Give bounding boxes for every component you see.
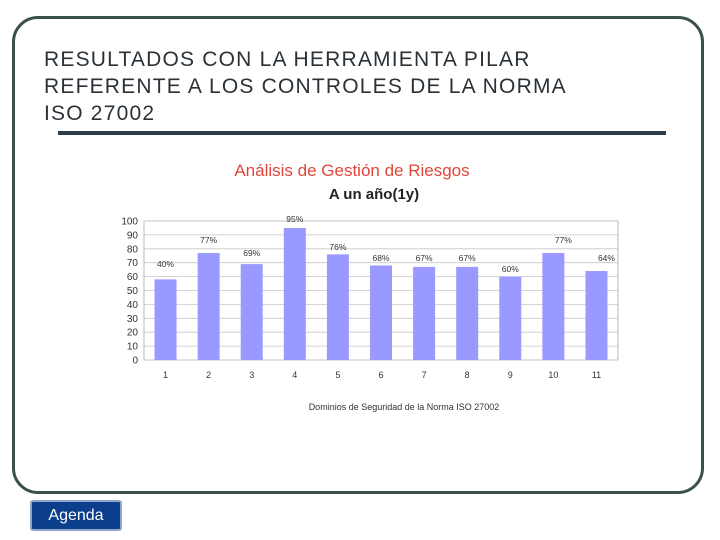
data-label: 95% bbox=[286, 214, 303, 224]
y-tick-label: 20 bbox=[127, 328, 139, 339]
data-label: 67% bbox=[459, 253, 476, 263]
agenda-button[interactable]: Agenda bbox=[30, 500, 122, 531]
data-label: 67% bbox=[416, 253, 433, 263]
chart-title: Análisis de Gestión de Riesgos bbox=[234, 161, 469, 180]
bar bbox=[283, 227, 306, 360]
data-labels: 40% 77% 69% 95% 76% 68% 67% 67% 60% 77% 64% bbox=[157, 214, 615, 274]
x-tick-label: 10 bbox=[548, 370, 558, 380]
bar bbox=[499, 276, 522, 360]
x-axis-ticks: 1 2 3 4 5 6 7 8 9 10 11 bbox=[163, 370, 601, 380]
data-label: 76% bbox=[329, 242, 346, 252]
data-label: 77% bbox=[200, 235, 217, 245]
x-tick-label: 1 bbox=[163, 370, 168, 380]
y-tick-label: 90 bbox=[127, 230, 139, 241]
bar bbox=[413, 266, 436, 360]
data-label: 64% bbox=[598, 253, 615, 263]
x-tick-label: 3 bbox=[249, 370, 254, 380]
x-axis-label: Dominios de Seguridad de la Norma ISO 27… bbox=[309, 402, 500, 412]
bar bbox=[585, 271, 608, 360]
x-tick-label: 2 bbox=[206, 370, 211, 380]
x-tick-label: 5 bbox=[335, 370, 340, 380]
bar bbox=[542, 252, 565, 360]
slide-title: RESULTADOS CON LA HERRAMIENTA PILAR REFE… bbox=[44, 46, 684, 127]
x-tick-label: 4 bbox=[292, 370, 297, 380]
x-tick-label: 6 bbox=[378, 370, 383, 380]
bar bbox=[154, 279, 177, 360]
x-tick-label: 9 bbox=[508, 370, 513, 380]
y-axis-ticks: 0 10 20 30 40 50 60 70 80 90 100 bbox=[121, 217, 138, 367]
data-label: 60% bbox=[502, 264, 519, 274]
slide-title-line: RESULTADOS CON LA HERRAMIENTA PILAR bbox=[44, 48, 531, 71]
y-tick-label: 0 bbox=[132, 356, 138, 367]
data-label: 69% bbox=[243, 248, 260, 258]
y-tick-label: 60 bbox=[127, 272, 139, 283]
slide-frame bbox=[12, 16, 704, 494]
bar bbox=[240, 264, 263, 360]
title-underline bbox=[58, 131, 666, 135]
data-label: 40% bbox=[157, 259, 174, 269]
x-tick-label: 7 bbox=[422, 370, 427, 380]
slide-title-line: ISO 27002 bbox=[44, 102, 156, 125]
bar bbox=[197, 252, 220, 360]
y-tick-label: 100 bbox=[121, 217, 138, 228]
x-tick-label: 8 bbox=[465, 370, 470, 380]
chart-subtitle: A un año(1y) bbox=[329, 186, 419, 203]
bar bbox=[370, 265, 392, 360]
bars bbox=[154, 227, 608, 360]
data-label: 68% bbox=[372, 253, 389, 263]
data-label: 77% bbox=[555, 235, 572, 245]
x-tick-label: 11 bbox=[592, 370, 601, 380]
y-tick-label: 30 bbox=[127, 314, 139, 325]
y-tick-label: 80 bbox=[127, 244, 139, 255]
y-tick-label: 10 bbox=[127, 342, 139, 353]
y-tick-label: 40 bbox=[127, 300, 139, 311]
y-tick-label: 50 bbox=[127, 286, 139, 297]
slide-title-line: REFERENTE A LOS CONTROLES DE LA NORMA bbox=[44, 75, 567, 98]
bar bbox=[326, 254, 349, 360]
bar bbox=[456, 266, 479, 360]
y-tick-label: 70 bbox=[127, 258, 139, 269]
